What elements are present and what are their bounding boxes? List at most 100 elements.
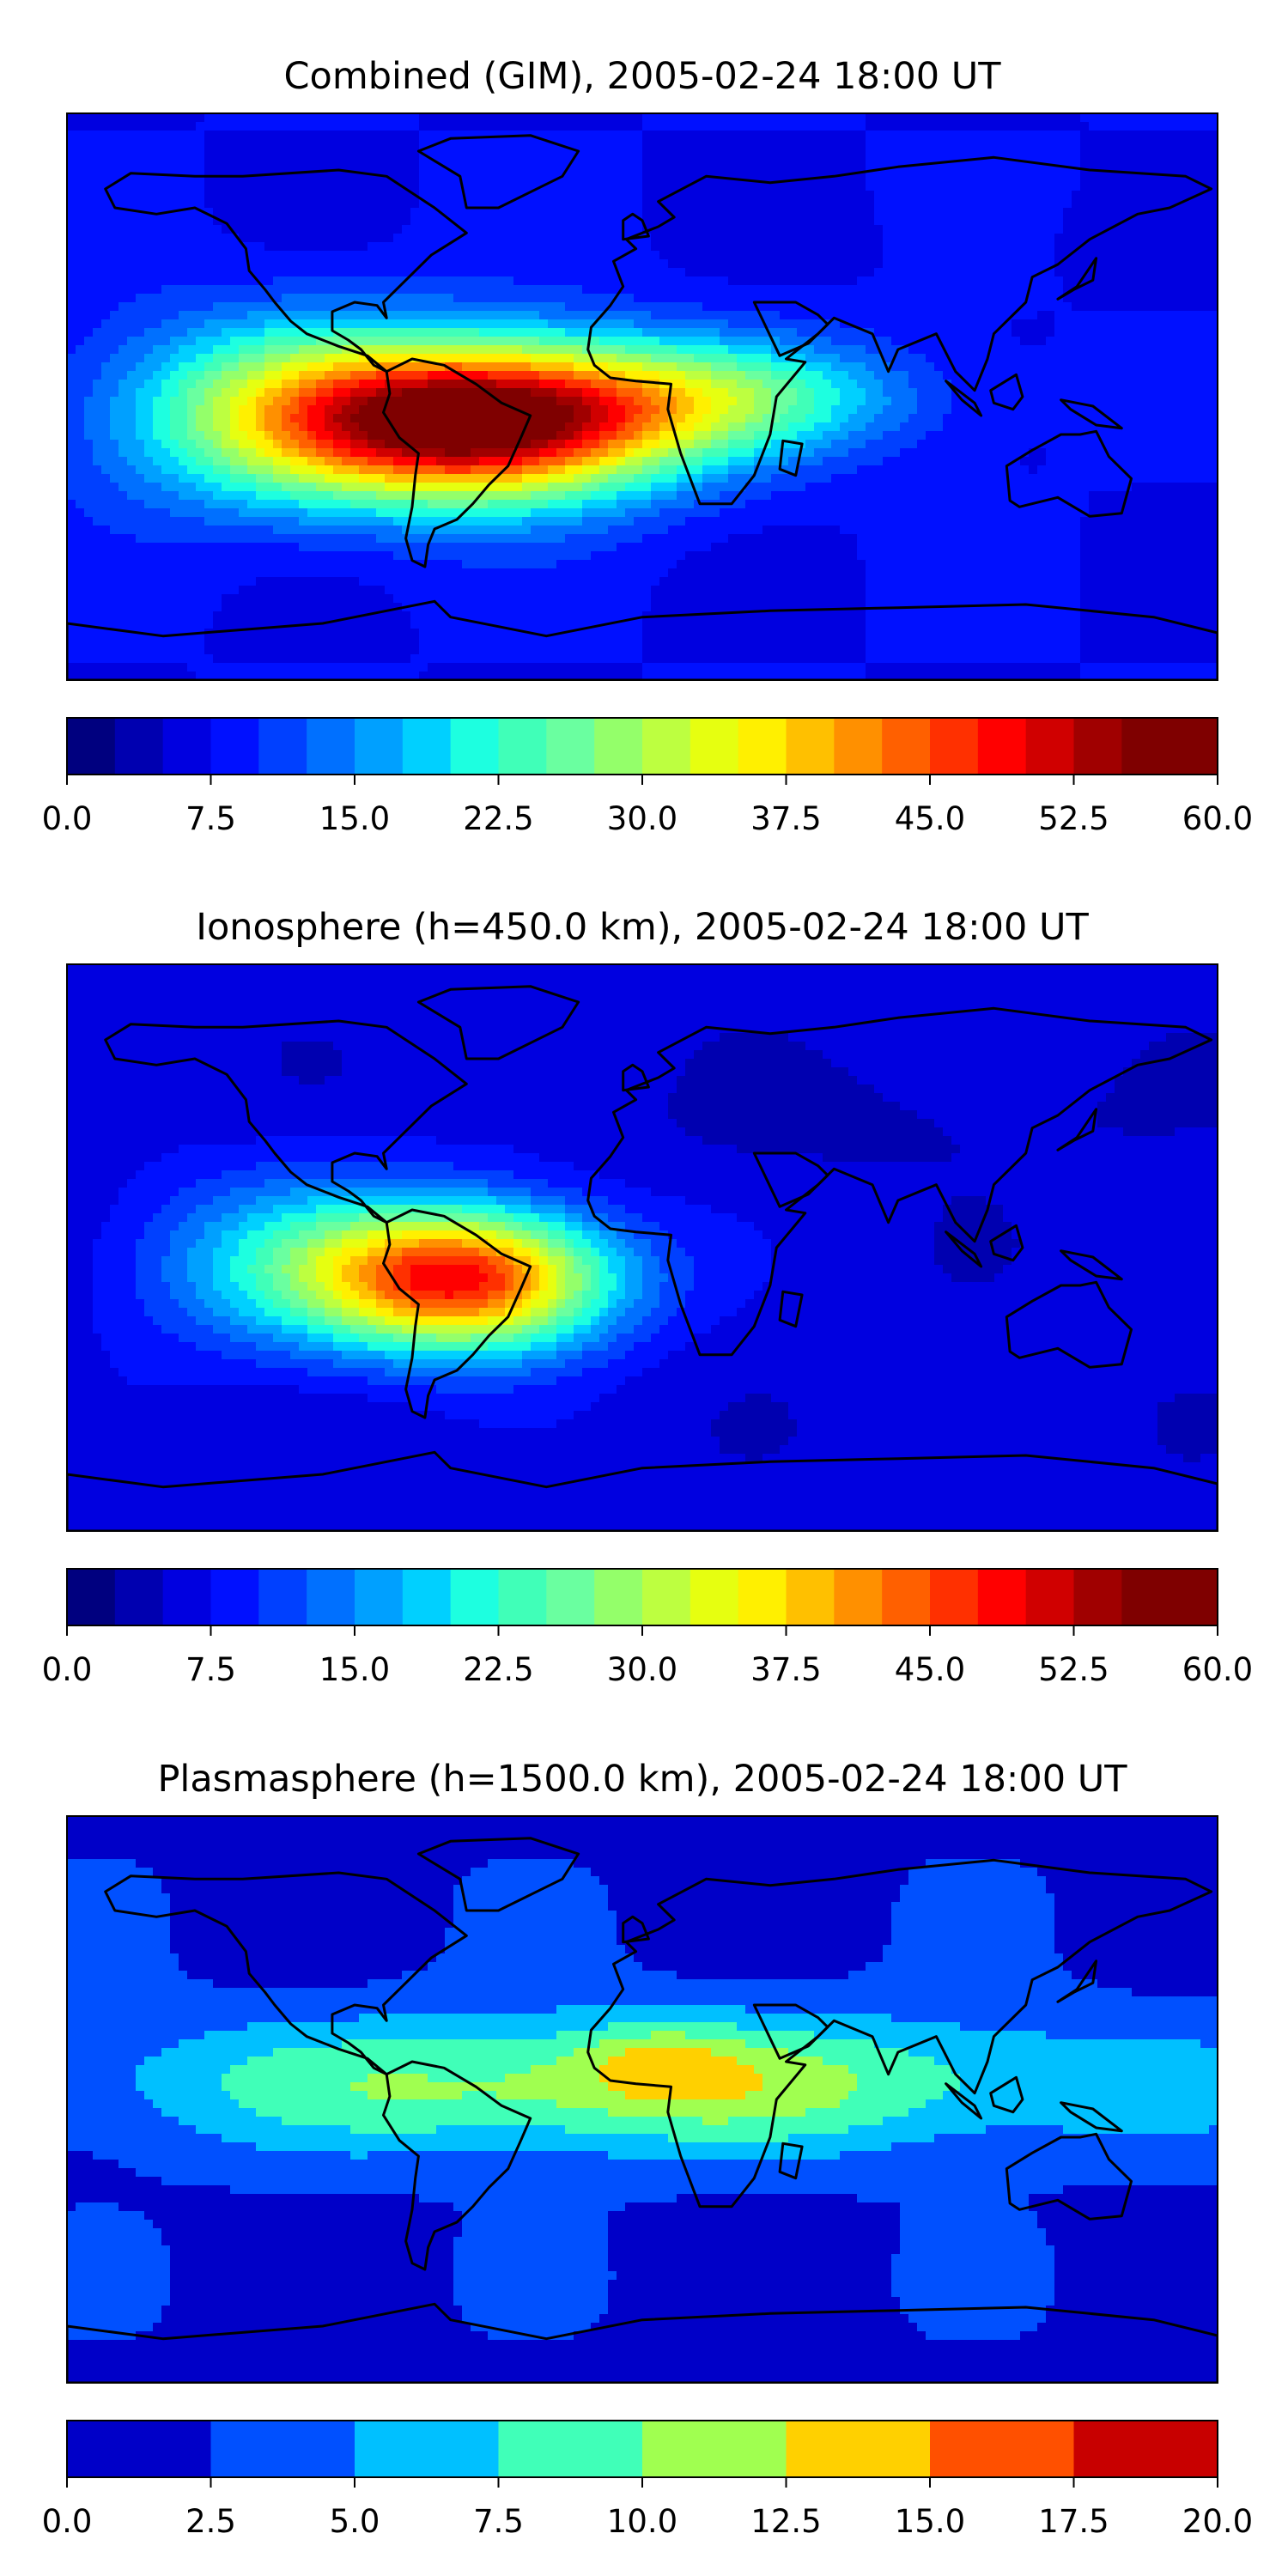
heatmap-cell — [127, 199, 137, 209]
heatmap-cell — [445, 302, 454, 312]
heatmap-cell — [1063, 405, 1072, 415]
heatmap-cell — [67, 165, 76, 174]
heatmap-cell — [1029, 122, 1038, 131]
heatmap-cell — [1115, 208, 1124, 217]
heatmap-cell — [479, 414, 489, 423]
heatmap-cell — [1140, 294, 1150, 303]
heatmap-cell — [325, 113, 334, 123]
heatmap-cell — [1046, 345, 1055, 355]
heatmap-cell — [591, 380, 600, 389]
heatmap-cell — [471, 242, 480, 252]
heatmap-cell — [110, 302, 119, 312]
heatmap-cell — [797, 414, 806, 423]
heatmap-cell — [548, 148, 557, 157]
heatmap-cell — [917, 380, 927, 389]
heatmap-cell — [290, 302, 300, 312]
heatmap-cell — [179, 113, 188, 123]
heatmap-cell — [599, 259, 609, 269]
heatmap-cell — [651, 182, 660, 191]
heatmap-cell — [617, 139, 626, 149]
heatmap-cell — [213, 234, 222, 243]
heatmap-cell — [1037, 422, 1047, 432]
heatmap-cell — [325, 405, 334, 415]
heatmap-cell — [1157, 251, 1167, 260]
heatmap-cell — [101, 191, 111, 200]
heatmap-cell — [513, 225, 523, 234]
heatmap-cell — [222, 225, 231, 234]
heatmap-cell — [333, 380, 343, 389]
heatmap-cell — [144, 216, 154, 226]
heatmap-cell — [350, 388, 360, 398]
heatmap-cell — [513, 319, 523, 329]
heatmap-cell — [1072, 259, 1081, 269]
heatmap-cell — [1072, 173, 1081, 183]
heatmap-cell — [745, 311, 755, 320]
heatmap-cell — [256, 131, 265, 140]
heatmap-cell — [187, 225, 197, 234]
heatmap-cell — [436, 191, 446, 200]
heatmap-cell — [325, 319, 334, 329]
heatmap-cell — [771, 294, 781, 303]
heatmap-cell — [754, 113, 763, 123]
heatmap-cell — [204, 259, 214, 269]
heatmap-cell — [728, 225, 738, 234]
heatmap-cell — [333, 242, 343, 252]
heatmap-cell — [1003, 285, 1012, 295]
heatmap-cell — [136, 165, 145, 174]
heatmap-cell — [307, 156, 317, 166]
heatmap-cell — [213, 405, 222, 415]
heatmap-cell — [496, 131, 506, 140]
heatmap-cell — [608, 251, 617, 260]
heatmap-cell — [513, 328, 523, 337]
heatmap-cell — [419, 345, 428, 355]
heatmap-cell — [1020, 148, 1030, 157]
heatmap-cell — [368, 234, 377, 243]
heatmap-cell — [273, 431, 283, 440]
heatmap-cell — [608, 345, 617, 355]
heatmap-cell — [934, 216, 944, 226]
heatmap-cell — [857, 122, 866, 131]
heatmap-cell — [797, 234, 806, 243]
heatmap-cell — [1063, 122, 1072, 131]
heatmap-cell — [264, 148, 274, 157]
heatmap-cell — [659, 328, 669, 337]
heatmap-cell — [479, 113, 489, 123]
heatmap-cell — [1046, 388, 1055, 398]
heatmap-cell — [840, 225, 849, 234]
heatmap-cell — [1140, 285, 1150, 295]
heatmap-cell — [93, 276, 102, 286]
heatmap-cell — [127, 397, 137, 406]
heatmap-cell — [814, 182, 823, 191]
heatmap-cell — [848, 302, 858, 312]
heatmap-cell — [951, 199, 961, 209]
heatmap-cell — [325, 251, 334, 260]
heatmap-cell — [711, 234, 720, 243]
heatmap-cell — [368, 285, 377, 295]
heatmap-cell — [840, 199, 849, 209]
heatmap-cell — [488, 148, 497, 157]
heatmap-cell — [1054, 345, 1064, 355]
heatmap-cell — [625, 380, 635, 389]
heatmap-cell — [350, 191, 360, 200]
heatmap-cell — [76, 414, 85, 423]
heatmap-cell — [548, 191, 557, 200]
heatmap-cell — [1175, 208, 1184, 217]
heatmap-cell — [934, 182, 944, 191]
heatmap-cell — [402, 354, 411, 363]
heatmap-cell — [325, 354, 334, 363]
heatmap-cell — [1175, 302, 1184, 312]
heatmap-cell — [797, 319, 806, 329]
heatmap-cell — [513, 311, 523, 320]
heatmap-cell — [780, 208, 789, 217]
heatmap-cell — [247, 337, 257, 346]
heatmap-cell — [342, 131, 351, 140]
heatmap-cell — [891, 311, 901, 320]
heatmap-cell — [1046, 113, 1055, 123]
heatmap-cell — [222, 362, 231, 372]
heatmap-cell — [239, 345, 248, 355]
heatmap-cell — [522, 337, 532, 346]
heatmap-cell — [136, 431, 145, 440]
heatmap-cell — [488, 156, 497, 166]
heatmap-cell — [737, 345, 746, 355]
heatmap-cell — [659, 242, 669, 252]
